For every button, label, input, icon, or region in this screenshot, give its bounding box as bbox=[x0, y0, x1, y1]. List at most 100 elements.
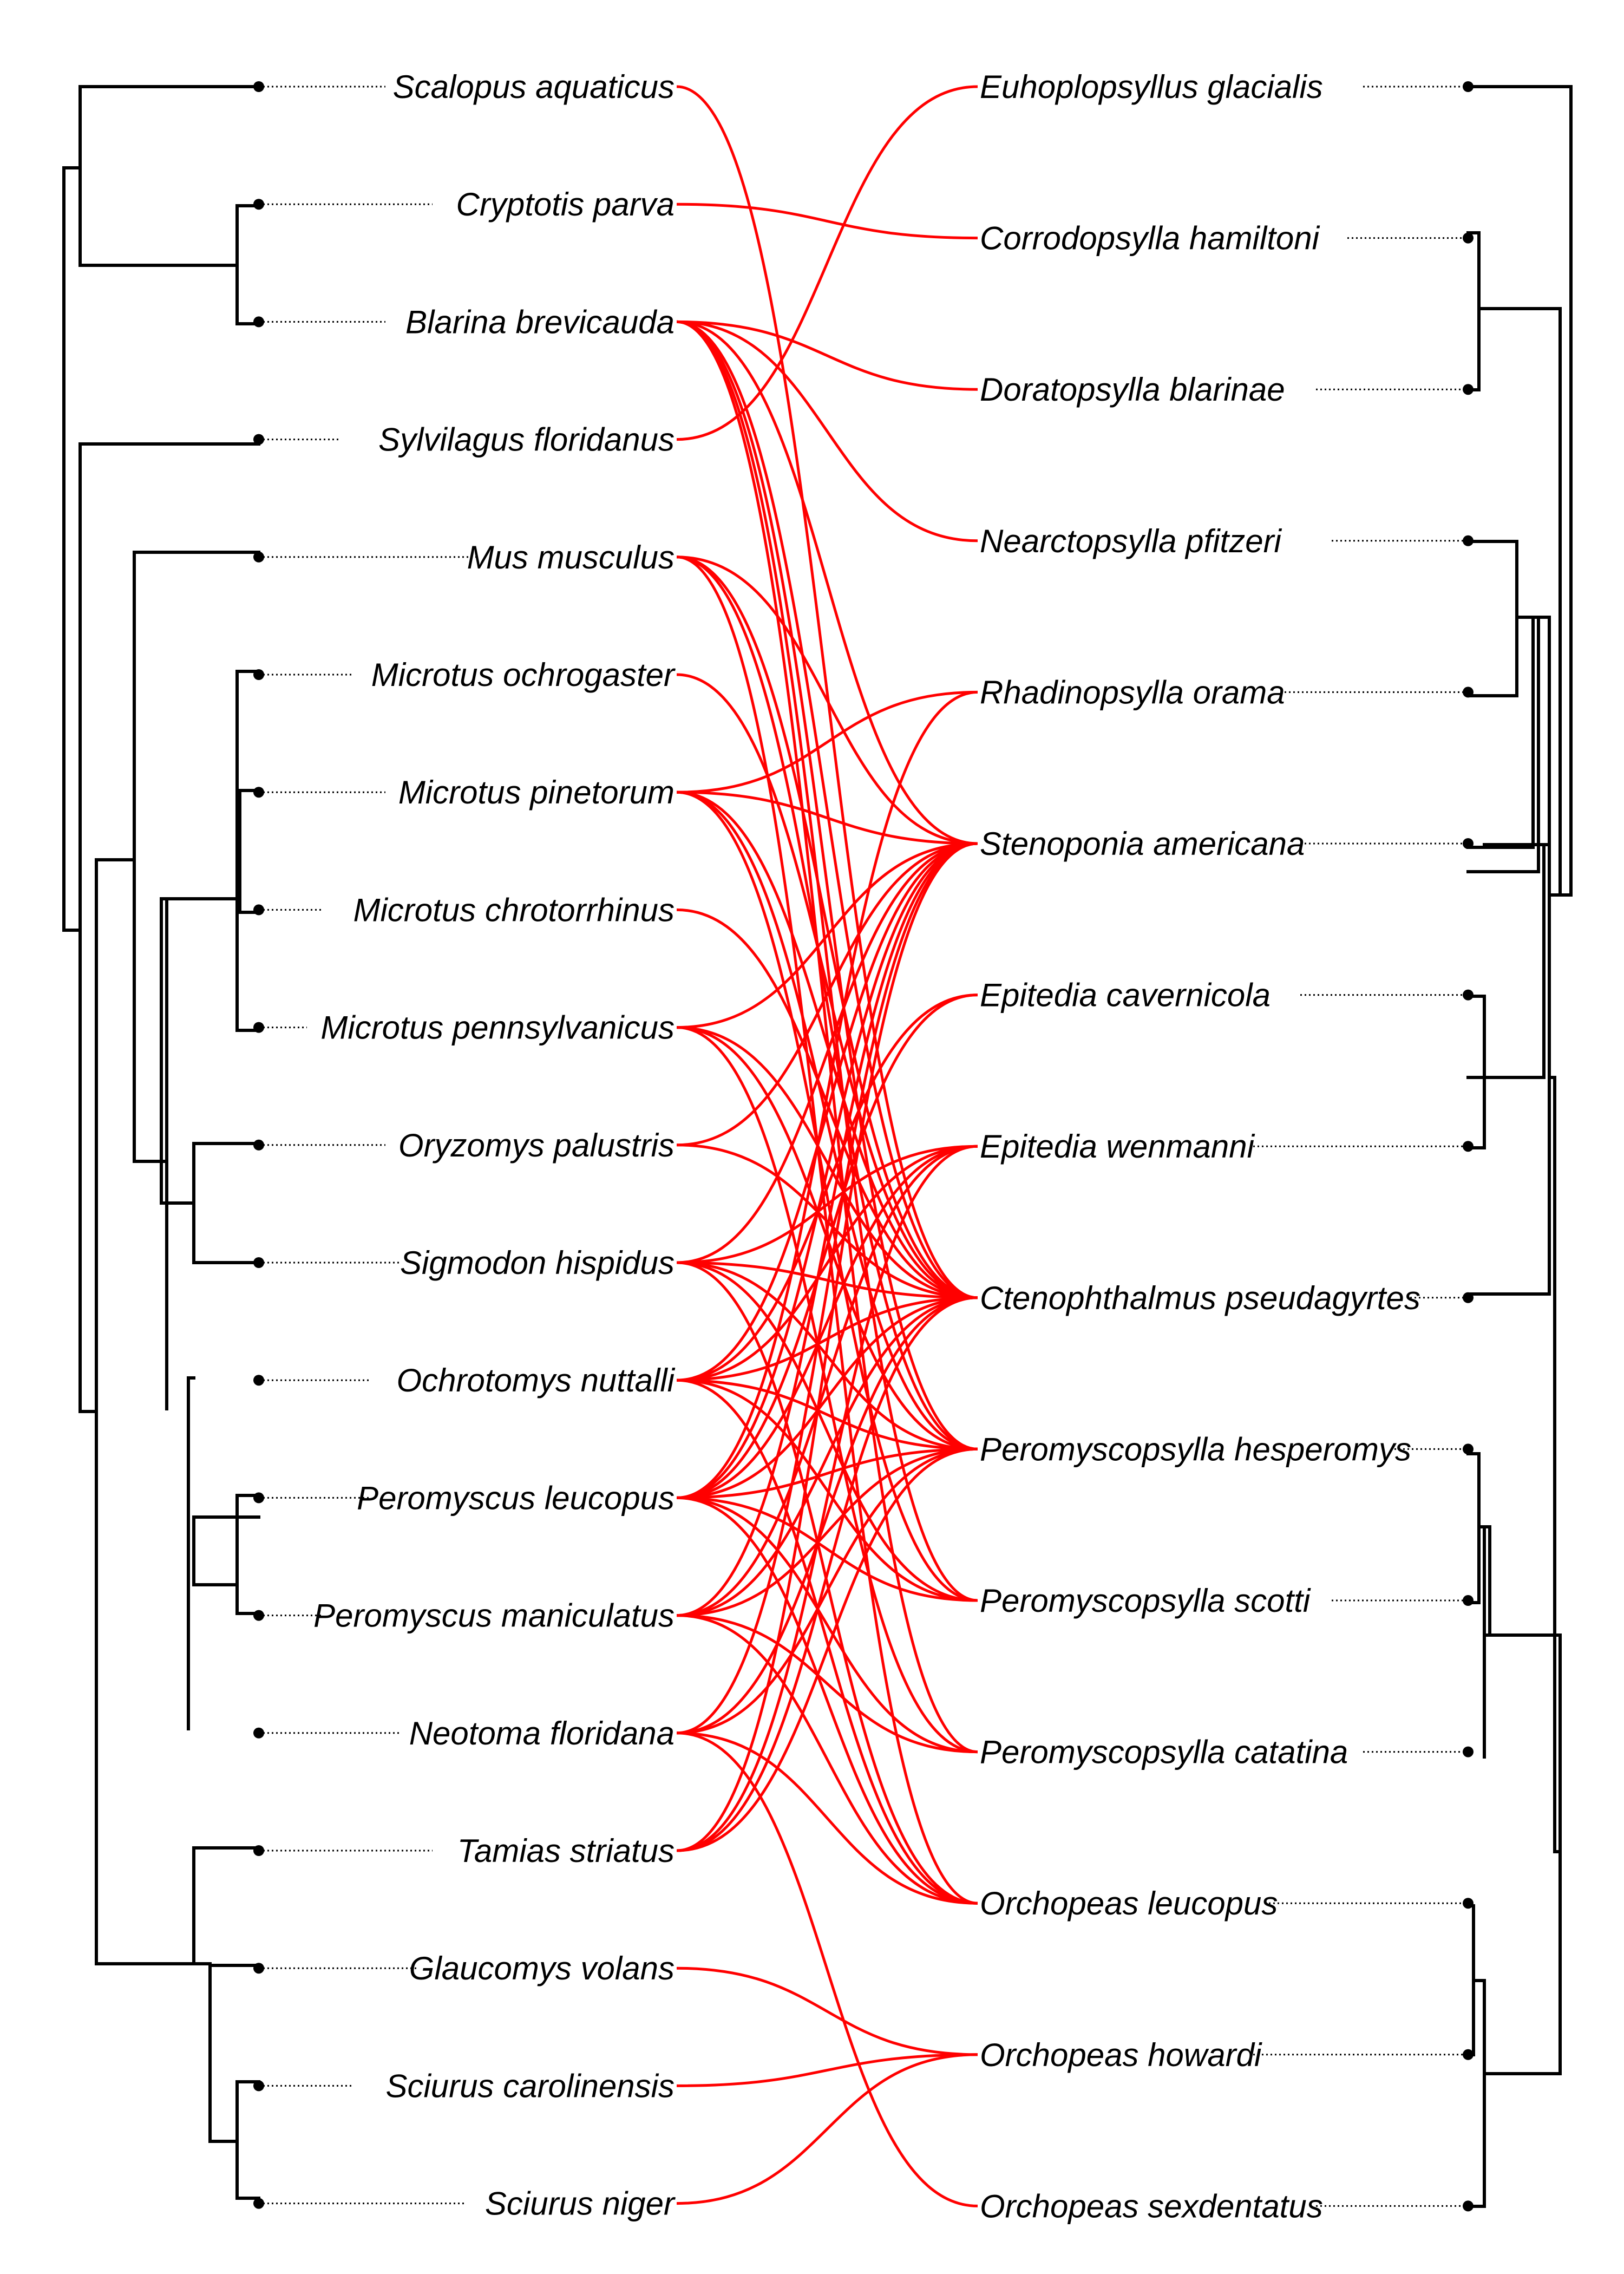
parasite-tip-epitedia-cavernicola bbox=[1463, 989, 1474, 1001]
host-label-tamias-striatus: Tamias striatus bbox=[457, 1833, 675, 1869]
link-sciurus-niger-to-orchopeas-howardi bbox=[676, 2053, 978, 2205]
parasite-tip-doratopsylla-blarinae bbox=[1463, 384, 1474, 395]
link-peromyscus-leucopus-to-orchopeas-leucopus bbox=[676, 1496, 978, 1905]
link-scalopus-aquaticus-to-ctenophthalmus-pseudagyrtes bbox=[676, 85, 978, 1299]
link-sciurus-carolinensis-to-orchopeas-howardi bbox=[676, 2053, 978, 2087]
link-cryptotis-parva-to-corrodopsylla-hamiltoni bbox=[676, 202, 978, 240]
parasite-tip-orchopeas-howardi bbox=[1463, 2049, 1474, 2060]
parasite-label-peromyscopsylla-catatina: Peromyscopsylla catatina bbox=[980, 1734, 1348, 1770]
parasite-tip-corrodopsylla-hamiltoni bbox=[1463, 232, 1474, 244]
link-blarina-brevicauda-to-peromyscopsylla-scotti bbox=[676, 320, 978, 1602]
link-microtus-chrotorrhinus-to-ctenophthalmus-pseudagyrtes bbox=[676, 908, 978, 1299]
parasite-label-orchopeas-leucopus: Orchopeas leucopus bbox=[980, 1885, 1278, 1922]
host-tip-scalopus-aquaticus bbox=[253, 81, 264, 92]
link-peromyscus-leucopus-to-peromyscopsylla-catatina bbox=[676, 1496, 978, 1754]
parasite-label-orchopeas-sexdentatus: Orchopeas sexdentatus bbox=[980, 2188, 1323, 2224]
host-label-cryptotis-parva: Cryptotis parva bbox=[456, 186, 675, 223]
parasite-label-ctenophthalmus-pseudagyrtes: Ctenophthalmus pseudagyrtes bbox=[980, 1280, 1420, 1316]
link-ochrotomys-nuttalli-to-peromyscopsylla-scotti bbox=[676, 1378, 978, 1602]
parasite-tip-peromyscopsylla-catatina bbox=[1463, 1746, 1474, 1757]
host-label-blarina-brevicauda: Blarina brevicauda bbox=[405, 304, 675, 340]
host-tip-mus-musculus bbox=[253, 551, 264, 563]
parasite-tip-orchopeas-sexdentatus bbox=[1463, 2200, 1474, 2212]
link-ochrotomys-nuttalli-to-stenoponia-americana bbox=[676, 842, 978, 1382]
association-links bbox=[676, 85, 978, 2207]
link-oryzomys-palustris-to-ctenophthalmus-pseudagyrtes bbox=[676, 1143, 978, 1299]
parasite-tip-nearctopsylla-pfitzeri bbox=[1463, 535, 1474, 546]
link-neotoma-floridana-to-peromyscopsylla-hesperomys bbox=[676, 1447, 978, 1735]
link-ochrotomys-nuttalli-to-epitedia-cavernicola bbox=[676, 994, 978, 1382]
host-label-sciurus-niger: Sciurus niger bbox=[485, 2186, 676, 2222]
host-tip-glaucomys-volans bbox=[253, 1963, 264, 1974]
link-ochrotomys-nuttalli-to-orchopeas-leucopus bbox=[676, 1378, 978, 1905]
host-tip-cryptotis-parva bbox=[253, 199, 264, 210]
link-ochrotomys-nuttalli-to-epitedia-wenmanni bbox=[676, 1145, 978, 1382]
parasite-tip-ctenophthalmus-pseudagyrtes bbox=[1463, 1292, 1474, 1303]
link-sylvilagus-floridanus-to-euhoplopsyllus-glacialis bbox=[676, 85, 978, 441]
parasite-tree-branches bbox=[1466, 85, 1573, 2208]
link-tamias-striatus-to-ctenophthalmus-pseudagyrtes bbox=[676, 1296, 978, 1852]
host-label-microtus-ochrogaster: Microtus ochrogaster bbox=[371, 657, 676, 693]
link-blarina-brevicauda-to-nearctopsylla-pfitzeri bbox=[676, 320, 978, 543]
parasite-label-epitedia-cavernicola: Epitedia cavernicola bbox=[980, 977, 1271, 1014]
host-label-ochrotomys-nuttalli: Ochrotomys nuttalli bbox=[396, 1362, 675, 1399]
host-tip-microtus-pennsylvanicus bbox=[253, 1022, 264, 1033]
host-tip-microtus-ochrogaster bbox=[253, 669, 264, 680]
parasite-tip-epitedia-wenmanni bbox=[1463, 1141, 1474, 1152]
host-tip-sigmodon-hispidus bbox=[253, 1257, 264, 1268]
parasite-label-euhoplopsyllus-glacialis: Euhoplopsyllus glacialis bbox=[980, 69, 1323, 105]
parasite-label-peromyscopsylla-scotti: Peromyscopsylla scotti bbox=[980, 1583, 1311, 1619]
parasite-label-doratopsylla-blarinae: Doratopsylla blarinae bbox=[980, 371, 1285, 408]
link-sigmodon-hispidus-to-orchopeas-leucopus bbox=[676, 1261, 978, 1905]
link-peromyscus-maniculatus-to-ctenophthalmus-pseudagyrtes bbox=[676, 1296, 978, 1617]
host-tip-peromyscus-leucopus bbox=[253, 1492, 264, 1504]
link-peromyscus-leucopus-to-peromyscopsylla-hesperomys bbox=[676, 1447, 978, 1499]
link-sigmodon-hispidus-to-epitedia-wenmanni bbox=[676, 1145, 978, 1264]
host-tip-sylvilagus-floridanus bbox=[253, 434, 264, 445]
link-oryzomys-palustris-to-stenoponia-americana bbox=[676, 842, 978, 1147]
link-peromyscus-leucopus-to-stenoponia-americana bbox=[676, 842, 978, 1499]
link-peromyscus-maniculatus-to-orchopeas-leucopus bbox=[676, 1614, 978, 1905]
parasite-tip-orchopeas-leucopus bbox=[1463, 1898, 1474, 1909]
parasite-label-epitedia-wenmanni: Epitedia wenmanni bbox=[980, 1128, 1255, 1165]
host-label-glaucomys-volans: Glaucomys volans bbox=[409, 1950, 675, 1987]
link-peromyscus-maniculatus-to-stenoponia-americana bbox=[676, 842, 978, 1617]
host-tip-peromyscus-maniculatus bbox=[253, 1610, 264, 1621]
link-microtus-pinetorum-to-ctenophthalmus-pseudagyrtes bbox=[676, 790, 978, 1299]
host-label-microtus-chrotorrhinus: Microtus chrotorrhinus bbox=[353, 892, 675, 928]
parasite-tip-stenoponia-americana bbox=[1463, 838, 1474, 849]
link-tamias-striatus-to-epitedia-wenmanni bbox=[676, 1145, 978, 1852]
host-label-microtus-pinetorum: Microtus pinetorum bbox=[398, 774, 675, 811]
host-tip-blarina-brevicauda bbox=[253, 316, 264, 328]
parasite-tip-peromyscopsylla-hesperomys bbox=[1463, 1443, 1474, 1455]
parasite-tip-euhoplopsyllus-glacialis bbox=[1463, 81, 1474, 92]
parasite-label-nearctopsylla-pfitzeri: Nearctopsylla pfitzeri bbox=[980, 523, 1282, 559]
link-blarina-brevicauda-to-stenoponia-americana bbox=[676, 320, 978, 845]
link-peromyscus-maniculatus-to-epitedia-wenmanni bbox=[676, 1145, 978, 1617]
link-mus-musculus-to-peromyscopsylla-hesperomys bbox=[676, 556, 978, 1450]
link-peromyscus-maniculatus-to-peromyscopsylla-hesperomys bbox=[676, 1447, 978, 1617]
link-peromyscus-leucopus-to-rhadinopsylla-orama bbox=[676, 690, 978, 1499]
link-blarina-brevicauda-to-peromyscopsylla-hesperomys bbox=[676, 320, 978, 1450]
link-sigmodon-hispidus-to-stenoponia-americana bbox=[676, 842, 978, 1264]
link-microtus-pinetorum-to-peromyscopsylla-hesperomys bbox=[676, 790, 978, 1450]
link-peromyscus-leucopus-to-ctenophthalmus-pseudagyrtes bbox=[676, 1296, 978, 1499]
link-sigmodon-hispidus-to-ctenophthalmus-pseudagyrtes bbox=[676, 1261, 978, 1299]
parasite-tree: Euhoplopsyllus glacialis Corrodopsylla ha… bbox=[980, 69, 1573, 2224]
parasite-label-stenoponia-americana: Stenoponia americana bbox=[980, 826, 1305, 862]
host-label-mus-musculus: Mus musculus bbox=[467, 539, 675, 576]
link-mus-musculus-to-ctenophthalmus-pseudagyrtes bbox=[676, 556, 978, 1299]
link-glaucomys-volans-to-orchopeas-howardi bbox=[676, 1966, 978, 2056]
link-neotoma-floridana-to-ctenophthalmus-pseudagyrtes bbox=[676, 1296, 978, 1735]
parasite-tip-peromyscopsylla-scotti bbox=[1463, 1595, 1474, 1606]
link-peromyscus-leucopus-to-peromyscopsylla-scotti bbox=[676, 1496, 978, 1602]
host-label-neotoma-floridana: Neotoma floridana bbox=[409, 1715, 675, 1752]
host-label-oryzomys-palustris: Oryzomys palustris bbox=[398, 1127, 675, 1164]
link-tamias-striatus-to-peromyscopsylla-hesperomys bbox=[676, 1447, 978, 1852]
link-neotoma-floridana-to-orchopeas-sexdentatus bbox=[676, 1731, 978, 2207]
link-tamias-striatus-to-stenoponia-americana bbox=[676, 842, 978, 1852]
link-blarina-brevicauda-to-ctenophthalmus-pseudagyrtes bbox=[676, 320, 978, 1299]
host-label-sylvilagus-floridanus: Sylvilagus floridanus bbox=[378, 422, 675, 458]
link-neotoma-floridana-to-orchopeas-leucopus bbox=[676, 1731, 978, 1905]
